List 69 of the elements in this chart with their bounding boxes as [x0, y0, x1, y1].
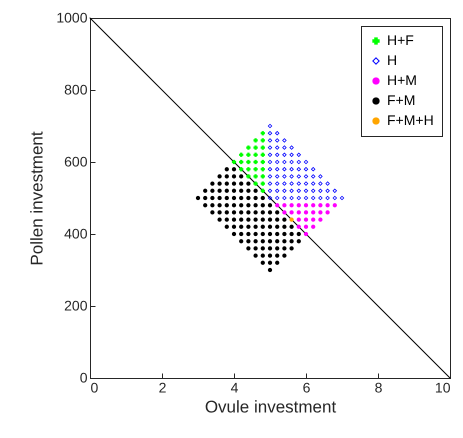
point [289, 203, 294, 208]
point [282, 203, 287, 208]
point [318, 210, 323, 215]
point [304, 203, 308, 208]
point [253, 145, 258, 150]
y-tick-label: 400 [64, 226, 88, 242]
point [232, 160, 236, 164]
x-tick-label: 4 [230, 380, 239, 396]
point [289, 210, 294, 215]
point [253, 167, 258, 172]
point [260, 181, 265, 186]
point [296, 217, 301, 222]
x-tick-label: 6 [302, 380, 311, 396]
point [311, 217, 316, 222]
x-tick-label: 10 [434, 380, 451, 396]
y-tick-label: 1000 [56, 10, 88, 26]
point [296, 203, 301, 208]
point [304, 210, 308, 215]
point [246, 174, 251, 179]
point [296, 224, 301, 229]
y-tick-label: 200 [64, 298, 88, 314]
point [253, 181, 258, 186]
point [304, 217, 308, 222]
legend-label: H+F [387, 32, 414, 48]
legend-label: F+M+H [387, 112, 434, 128]
point [253, 160, 258, 164]
point [253, 174, 258, 179]
point [318, 217, 323, 222]
legend-label: F+M [387, 92, 416, 108]
point [325, 210, 330, 215]
point [260, 138, 265, 143]
legend-label: H [387, 52, 398, 68]
x-tick-label: 8 [374, 380, 383, 396]
y-tick-label: 0 [80, 370, 88, 386]
point [253, 152, 258, 157]
y-tick-label: 800 [64, 82, 88, 98]
point [246, 167, 251, 172]
point [289, 217, 294, 222]
point [296, 210, 301, 215]
y-tick-label: 600 [64, 154, 88, 170]
point [260, 152, 265, 157]
point [332, 203, 337, 208]
point [260, 167, 265, 172]
point [260, 131, 265, 136]
point [311, 203, 316, 208]
point [275, 203, 280, 208]
point [260, 145, 265, 150]
point [239, 152, 244, 157]
x-tick-label: 2 [158, 380, 167, 396]
point [318, 203, 323, 208]
point [239, 160, 244, 164]
point [239, 167, 244, 172]
point [260, 160, 265, 164]
point [246, 160, 251, 164]
x-axis-title: Ovule investment [204, 398, 336, 416]
point [260, 188, 265, 193]
point [260, 174, 265, 179]
point [246, 152, 251, 157]
point [246, 145, 251, 150]
point [311, 210, 316, 215]
point [311, 224, 316, 229]
point [304, 224, 308, 229]
point [282, 210, 287, 215]
x-tick-label: 0 [90, 380, 98, 396]
y-axis-title: Pollen investment [27, 131, 46, 266]
point [325, 203, 330, 208]
point [304, 232, 308, 236]
legend-label: H+M [387, 72, 417, 88]
point [253, 138, 258, 143]
